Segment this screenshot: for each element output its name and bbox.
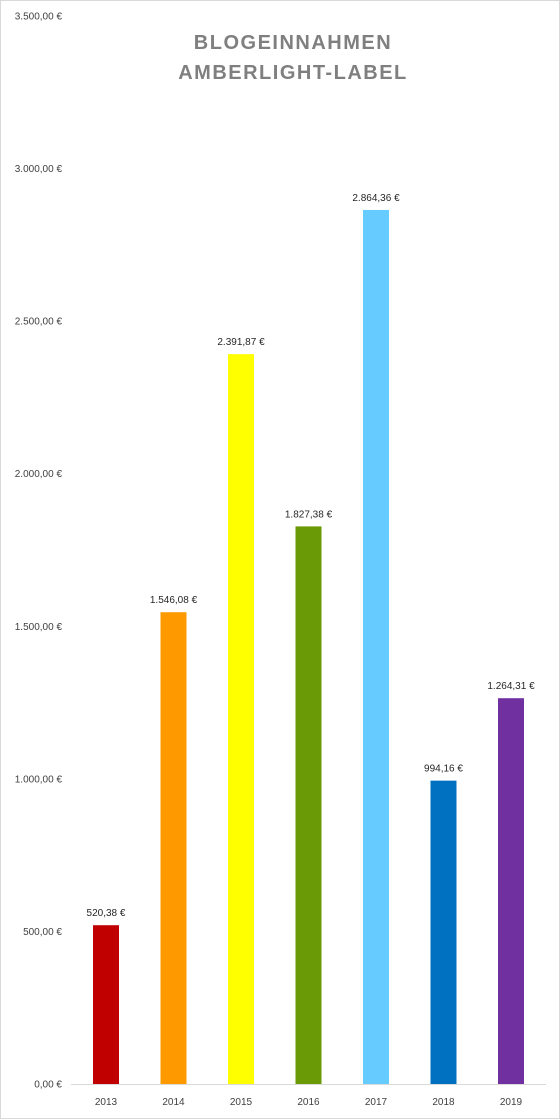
y-tick-label: 2.500,00 €: [15, 317, 63, 328]
data-label-2017: 2.864,36 €: [352, 193, 400, 204]
x-tick-label: 2018: [432, 1097, 455, 1108]
chart-title-line-1: BLOGEINNAHMEN: [194, 32, 392, 54]
bar-2015: [228, 354, 254, 1084]
y-tick-label: 0,00 €: [34, 1080, 62, 1091]
data-label-2013: 520,38 €: [87, 908, 126, 919]
y-tick-label: 3.000,00 €: [15, 164, 63, 175]
data-label-2018: 994,16 €: [424, 764, 463, 775]
data-label-2016: 1.827,38 €: [285, 509, 333, 520]
data-label-2019: 1.264,31 €: [487, 681, 535, 692]
x-tick-label: 2019: [500, 1097, 523, 1108]
bar-2019: [498, 698, 524, 1084]
y-tick-label: 1.000,00 €: [15, 774, 63, 785]
x-tick-label: 2016: [297, 1097, 320, 1108]
x-tick-label: 2017: [365, 1097, 388, 1108]
y-tick-label: 2.000,00 €: [15, 469, 63, 480]
x-tick-label: 2014: [162, 1097, 185, 1108]
x-axis: 2013 2014 2015 2016 2017 2018 2019: [71, 1084, 546, 1108]
y-tick-label: 1.500,00 €: [15, 622, 63, 633]
bars: 520,38 € 1.546,08 € 2.391,87 € 1.827,38 € 2.…: [87, 193, 535, 1084]
x-tick-label: 2015: [230, 1097, 253, 1108]
data-label-2014: 1.546,08 €: [150, 595, 198, 606]
y-tick-label: 500,00 €: [23, 927, 62, 938]
y-axis: 0,00 € 500,00 € 1.000,00 € 1.500,00 € 2.000,…: [15, 12, 63, 1091]
chart-title-line-2: AMBERLIGHT-LABEL: [178, 62, 408, 84]
bar-2014: [160, 612, 187, 1084]
bar-2017: [363, 209, 389, 1084]
y-tick-label: 3.500,00 €: [15, 12, 63, 23]
data-label-2015: 2.391,87 €: [217, 337, 265, 348]
bar-2016: [295, 526, 322, 1084]
bar-2018: [430, 780, 457, 1084]
x-tick-label: 2013: [95, 1097, 118, 1108]
bar-2013: [93, 925, 119, 1084]
